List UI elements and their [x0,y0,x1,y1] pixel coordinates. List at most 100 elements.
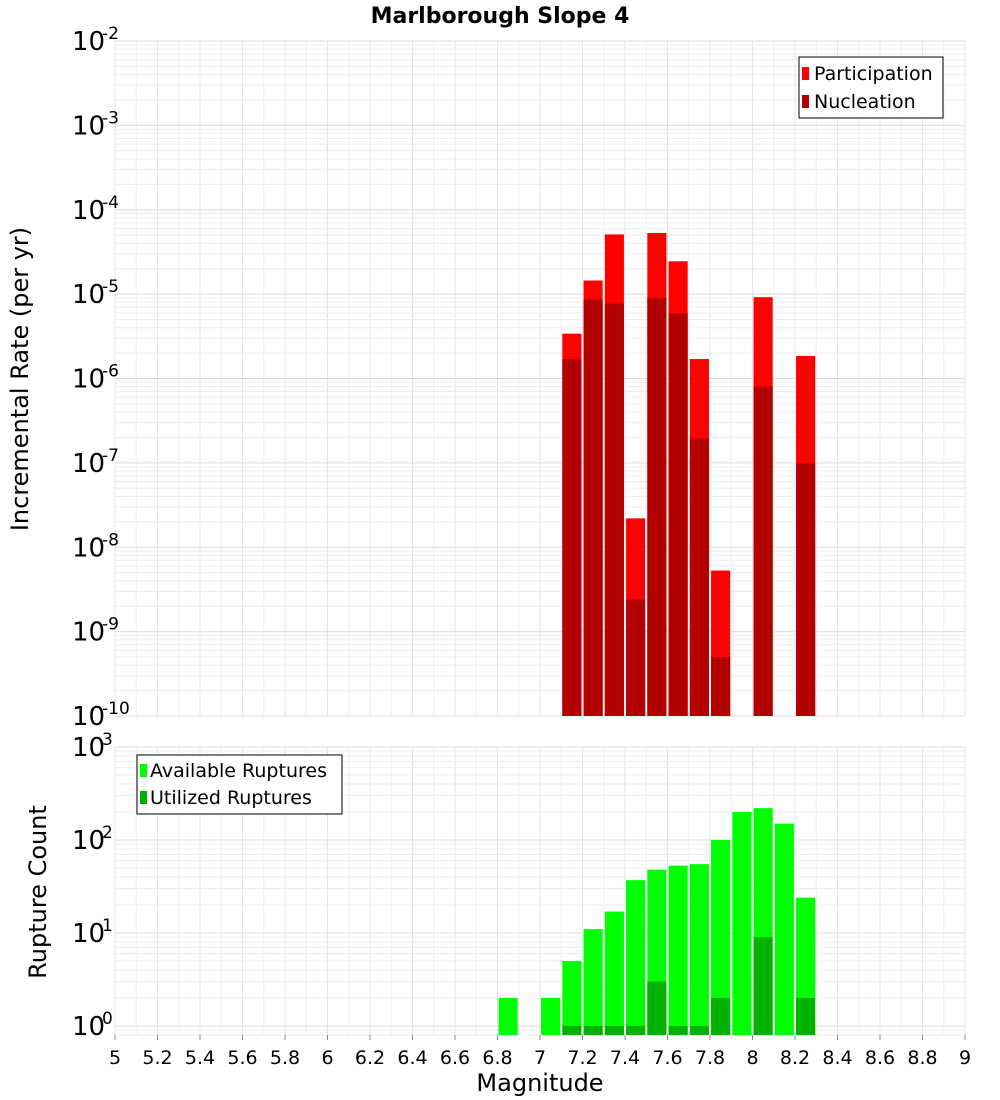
rupture-y-axis-label: Rupture Count [24,805,52,979]
available-ruptures-bar [626,880,646,1035]
x-tick-label: 6.6 [440,1047,470,1069]
y-tick-exponent: -6 [102,362,119,382]
y-tick-exponent: -10 [102,699,130,719]
y-tick-label: 10 [72,1012,105,1042]
nucleation-bar [711,657,731,716]
y-tick-label: 10 [72,196,105,226]
x-tick-label: 7 [534,1047,546,1069]
magnitude-x-ticks: 5 5.2 5.4 5.6 5.8 6 6.2 6.4 6.6 6.8 7 7.2 7.4 7.6 7.8 8… [109,1035,971,1069]
y-tick-label: 10 [72,702,105,732]
chart-title: Marlborough Slope 4 [371,4,630,29]
utilized-ruptures-bar [689,1025,709,1035]
x-tick-label: 7.6 [652,1047,682,1069]
nucleation-bar [668,313,688,716]
rate-legend: Participation Nucleation [798,56,944,119]
nucleation-bar [753,386,773,716]
rate-grid [114,40,966,717]
utilized-ruptures-bar [604,1025,624,1035]
y-tick-label: 10 [72,533,105,563]
y-tick-label: 10 [72,449,105,479]
nucleation-bar [562,359,582,716]
nucleation-bar [604,303,624,716]
x-tick-label: 7.2 [567,1047,597,1069]
y-tick-label: 10 [72,733,105,763]
x-tick-label: 5.8 [270,1047,300,1069]
y-tick-exponent: -7 [102,446,119,466]
utilized-ruptures-bar [647,981,667,1035]
y-tick-exponent: 2 [102,823,113,843]
nucleation-bar [647,297,667,716]
nucleation-bar [796,463,816,716]
utilized-ruptures-bar [753,937,773,1035]
available-ruptures-bar [541,997,561,1035]
y-tick-exponent: 3 [102,730,113,750]
nucleation-bar [689,438,709,716]
available-ruptures-bar [604,911,624,1035]
participation-legend-label: Participation [814,63,933,85]
y-tick-exponent: 0 [102,1009,113,1029]
available-legend-swatch [140,764,147,777]
x-tick-label: 5.6 [227,1047,257,1069]
utilized-ruptures-bar [796,997,816,1035]
y-tick-label: 10 [72,618,105,648]
x-tick-label: 8.4 [822,1047,852,1069]
y-tick-label: 10 [72,27,105,57]
utilized-ruptures-bar [668,1025,688,1035]
utilized-legend-swatch [140,791,147,804]
rupture-legend-box [136,754,343,815]
nucleation-bar [626,599,646,716]
rupture-legend: Available Ruptures Utilized Ruptures [136,754,343,815]
available-legend-label: Available Ruptures [150,760,327,782]
nucleation-legend-label: Nucleation [814,91,916,113]
available-ruptures-bar [583,929,603,1035]
rupture-bars [498,808,816,1035]
y-tick-exponent: -2 [102,24,119,44]
x-tick-label: 7.4 [610,1047,640,1069]
rate-bars [562,233,816,716]
y-tick-exponent: -8 [102,530,119,550]
available-ruptures-bar [711,839,731,1035]
x-tick-label: 8 [746,1047,758,1069]
available-ruptures-bar [732,812,752,1035]
x-tick-label: 6.4 [397,1047,427,1069]
available-ruptures-bar [689,864,709,1035]
utilized-ruptures-bar [562,1025,582,1035]
y-tick-exponent: -3 [102,108,119,128]
nucleation-legend-swatch [802,95,809,108]
rate-y-axis-label: Incremental Rate (per yr) [6,227,34,531]
utilized-ruptures-bar [583,1025,603,1035]
participation-legend-swatch [802,67,809,80]
x-tick-label: 7.8 [695,1047,725,1069]
x-tick-label: 6 [321,1047,333,1069]
utilized-legend-label: Utilized Ruptures [150,787,312,809]
y-tick-exponent: -4 [102,193,119,213]
y-tick-label: 10 [72,111,105,141]
x-tick-label: 6.8 [482,1047,512,1069]
y-tick-exponent: -9 [102,615,119,635]
x-tick-label: 8.2 [780,1047,810,1069]
y-tick-label: 10 [72,280,105,310]
y-tick-label: 10 [72,365,105,395]
x-tick-label: 5.2 [142,1047,172,1069]
x-tick-label: 5.4 [185,1047,215,1069]
x-tick-label: 9 [959,1047,971,1069]
y-tick-label: 10 [72,826,105,856]
nucleation-bar [583,299,603,716]
available-ruptures-bar [562,960,582,1035]
y-tick-exponent: 1 [102,916,113,936]
utilized-ruptures-bar [711,997,731,1035]
x-tick-label: 5 [109,1047,121,1069]
rate-legend-box [798,56,944,119]
y-tick-exponent: -5 [102,277,119,297]
x-tick-label: 6.2 [355,1047,385,1069]
magnitude-x-axis-label: Magnitude [476,1069,603,1097]
y-tick-label: 10 [72,919,105,949]
x-tick-label: 8.8 [907,1047,937,1069]
available-ruptures-bar [498,997,518,1035]
utilized-ruptures-bar [626,1025,646,1035]
